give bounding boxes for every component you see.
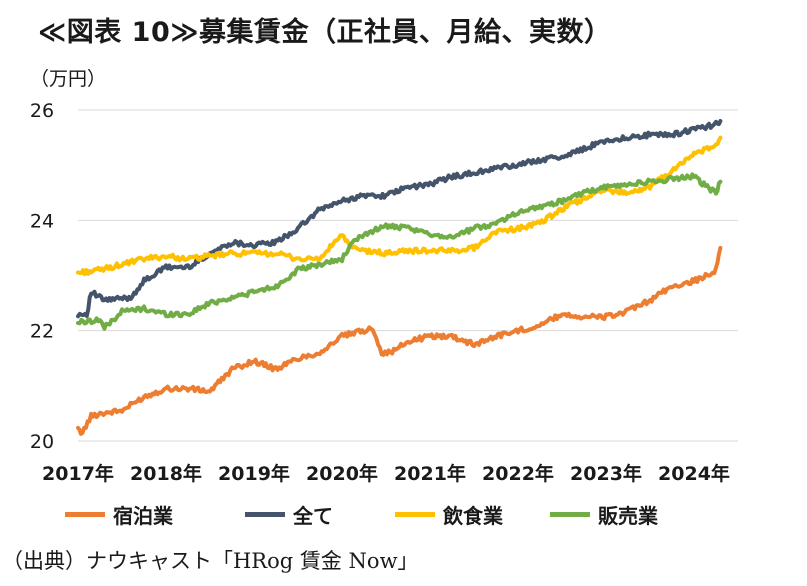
legend-item-1: 宿泊業 xyxy=(65,500,173,529)
x-tick-label: 2021年 xyxy=(394,462,466,485)
y-axis-unit-label: （万円） xyxy=(30,68,107,90)
legend-swatch xyxy=(65,512,105,517)
source-note: （出典）ナウキャスト「HRog 賃金 Now」 xyxy=(2,549,419,573)
chart-legend: 宿泊業 全て 飲食業 販売業 xyxy=(0,500,807,534)
series-line-2 xyxy=(76,119,723,319)
x-tick-label: 2024年 xyxy=(658,462,730,485)
y-tick-label: 24 xyxy=(30,210,54,232)
legend-swatch xyxy=(245,512,285,517)
x-tick-label: 2023年 xyxy=(570,462,642,485)
y-tick-label: 26 xyxy=(30,100,54,122)
legend-swatch xyxy=(550,512,590,517)
x-tick-label: 2018年 xyxy=(130,462,202,485)
x-tick-label: 2022年 xyxy=(482,462,554,485)
legend-label: 宿泊業 xyxy=(113,504,173,528)
x-tick-label: 2020年 xyxy=(306,462,378,485)
legend-swatch xyxy=(395,512,435,517)
series-line-1 xyxy=(76,245,723,436)
legend-label: 飲食業 xyxy=(443,504,503,528)
legend-item-2: 全て xyxy=(245,500,333,529)
y-tick-label: 22 xyxy=(30,321,54,343)
y-tick-label: 20 xyxy=(30,431,54,453)
series-line-3 xyxy=(76,135,723,277)
x-tick-label: 2017年 xyxy=(42,462,114,485)
line-chart: 20 22 24 26 2017年 2018年 2019年 2020年 2021年 2022年 20… xyxy=(30,100,738,485)
legend-item-4: 販売業 xyxy=(550,500,658,529)
x-tick-label: 2019年 xyxy=(218,462,290,485)
chart-title: ≪図表 10≫募集賃金（正社員、月給、実数） xyxy=(38,17,612,48)
legend-label: 全て xyxy=(293,504,333,528)
legend-label: 販売業 xyxy=(598,504,658,528)
series-line-4 xyxy=(76,172,723,331)
legend-item-3: 飲食業 xyxy=(395,500,503,529)
